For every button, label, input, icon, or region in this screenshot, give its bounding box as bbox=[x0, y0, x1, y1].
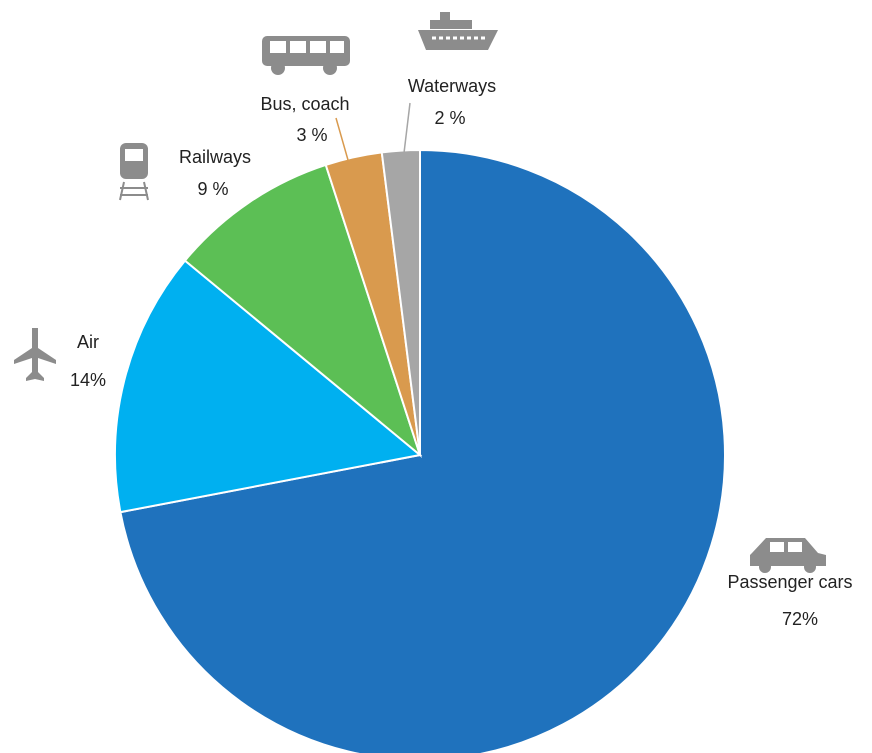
slice-label: Waterways bbox=[408, 76, 496, 96]
pie-slice bbox=[380, 148, 421, 456]
pie-slice bbox=[119, 148, 726, 753]
value-label: 14% bbox=[70, 370, 106, 390]
pie bbox=[114, 148, 726, 753]
value-label: 9 % bbox=[197, 179, 228, 199]
leader-line bbox=[335, 117, 349, 161]
value-label: 3 % bbox=[296, 125, 327, 145]
leader-line bbox=[403, 102, 411, 154]
value-label: 2 % bbox=[434, 108, 465, 128]
pie-slice bbox=[183, 163, 423, 458]
slice-label: Railways bbox=[179, 147, 251, 167]
slice-label: Passenger cars bbox=[727, 572, 852, 592]
ship-icon bbox=[418, 12, 498, 50]
car-icon bbox=[750, 538, 826, 573]
slice-label: Air bbox=[77, 332, 99, 352]
pie-slice bbox=[114, 259, 423, 514]
train-icon bbox=[119, 143, 149, 201]
value-label: 72% bbox=[782, 609, 818, 629]
slice-label: Bus, coach bbox=[260, 94, 349, 114]
bus-icon bbox=[262, 36, 350, 75]
plane-icon bbox=[14, 328, 56, 381]
